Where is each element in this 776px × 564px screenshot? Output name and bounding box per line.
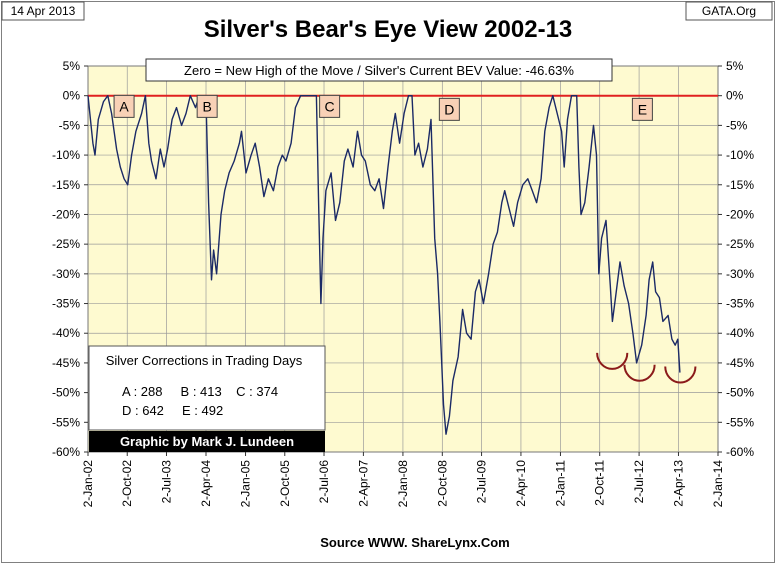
x-tick-label: 2-Jan-08 [396, 460, 410, 508]
correction-label-box [438, 97, 460, 121]
y-tick-label: -25% [52, 237, 80, 251]
y-tick-label: -45% [726, 356, 754, 370]
y-tick-label: -55% [726, 415, 754, 429]
y-tick-label: -50% [726, 386, 754, 400]
y-tick-label: -25% [726, 237, 754, 251]
y-tick-label: -45% [52, 356, 80, 370]
correction-label-box [113, 94, 135, 118]
x-tick-label: 2-Oct-11 [593, 460, 607, 506]
corrections-box [88, 345, 326, 431]
y-tick-label: -10% [52, 148, 80, 162]
y-tick-label: -10% [726, 148, 754, 162]
chart-subtitle: Zero = New High of the Move / Silver's C… [184, 63, 574, 78]
correction-labels: A B C D E [113, 94, 653, 121]
x-axis: 2-Jan-02 2-Oct-02 2-Jul-03 2-Apr-04 2-Jan-05… [81, 452, 725, 507]
x-tick-label: 2-Jul-12 [632, 460, 646, 504]
y-tick-label: -35% [52, 297, 80, 311]
x-tick-label: 2-Jan-02 [81, 460, 95, 508]
y-tick-label: -5% [726, 118, 748, 132]
date-box [1, 1, 85, 21]
x-tick-label: 2-Oct-02 [120, 460, 134, 507]
y-tick-label: -5% [59, 118, 81, 132]
bottom-arcs [596, 352, 697, 384]
series-line [87, 95, 681, 435]
correction-label-text: B [202, 98, 211, 114]
x-tick-label: 2-Jan-14 [711, 460, 725, 508]
y-tick-label: -20% [726, 207, 754, 221]
y-tick-label: -55% [52, 415, 80, 429]
correction-label-text: C [325, 98, 335, 114]
corrections-row-1: A : 288 B : 413 C : 374 [122, 384, 278, 399]
y-tick-label: -40% [726, 326, 754, 340]
y-tick-label: 5% [63, 59, 81, 73]
y-tick-label: -50% [52, 386, 80, 400]
x-tick-label: 2-Apr-10 [514, 460, 528, 507]
y-tick-label: -30% [52, 267, 80, 281]
date-label: 14 Apr 2013 [11, 4, 76, 18]
bottom-arc [664, 366, 697, 384]
correction-label-box [631, 97, 653, 121]
x-tick-label: 2-Apr-07 [356, 460, 370, 507]
y-tick-label: -40% [52, 326, 80, 340]
corrections-row-2: D : 642 E : 492 [122, 403, 223, 418]
credit-banner [89, 431, 325, 452]
credit-text: Graphic by Mark J. Lundeen [120, 434, 294, 449]
chart-title: Silver's Bear's Eye View 2002-13 [204, 16, 573, 43]
y-axis-right: 5% 0% -5% -10% -15% -20% -25% -30% -35% -40% -45% -… [718, 59, 754, 459]
x-tick-label: 2-Apr-13 [671, 460, 685, 507]
y-tick-label: -60% [726, 445, 754, 459]
correction-label-box [196, 94, 218, 118]
y-tick-label: -15% [52, 178, 80, 192]
y-tick-label: 0% [63, 89, 81, 103]
x-tick-label: 2-Jul-09 [475, 460, 489, 504]
y-tick-label: 5% [726, 59, 744, 73]
correction-label-text: A [119, 98, 129, 114]
x-tick-label: 2-Jul-06 [317, 460, 331, 504]
source-tag-box [685, 1, 773, 21]
bottom-arc [596, 352, 629, 370]
bottom-arc [623, 364, 656, 382]
x-tick-label: 2-Jan-05 [239, 460, 253, 508]
y-tick-label: -60% [52, 445, 80, 459]
y-axis-left: 5% 0% -5% -10% -15% -20% -25% -30% -35% -40% -45% -… [52, 59, 88, 459]
source-footer: Source WWW. ShareLynx.Com [320, 535, 510, 550]
source-tag-label: GATA.Org [702, 4, 756, 18]
y-tick-label: -20% [52, 207, 80, 221]
x-tick-label: 2-Jul-03 [159, 460, 173, 504]
x-tick-label: 2-Oct-08 [435, 460, 449, 507]
correction-label-text: D [444, 101, 454, 117]
y-tick-label: -30% [726, 267, 754, 281]
correction-label-box [319, 94, 341, 118]
corrections-title: Silver Corrections in Trading Days [106, 353, 303, 368]
y-tick-label: -15% [726, 178, 754, 192]
x-tick-label: 2-Oct-05 [278, 460, 292, 507]
y-tick-label: 0% [726, 89, 744, 103]
subtitle-box [145, 58, 613, 82]
y-tick-label: -35% [726, 297, 754, 311]
x-tick-label: 2-Jan-11 [553, 460, 567, 507]
correction-label-text: E [638, 101, 647, 117]
x-tick-label: 2-Apr-04 [199, 460, 213, 507]
